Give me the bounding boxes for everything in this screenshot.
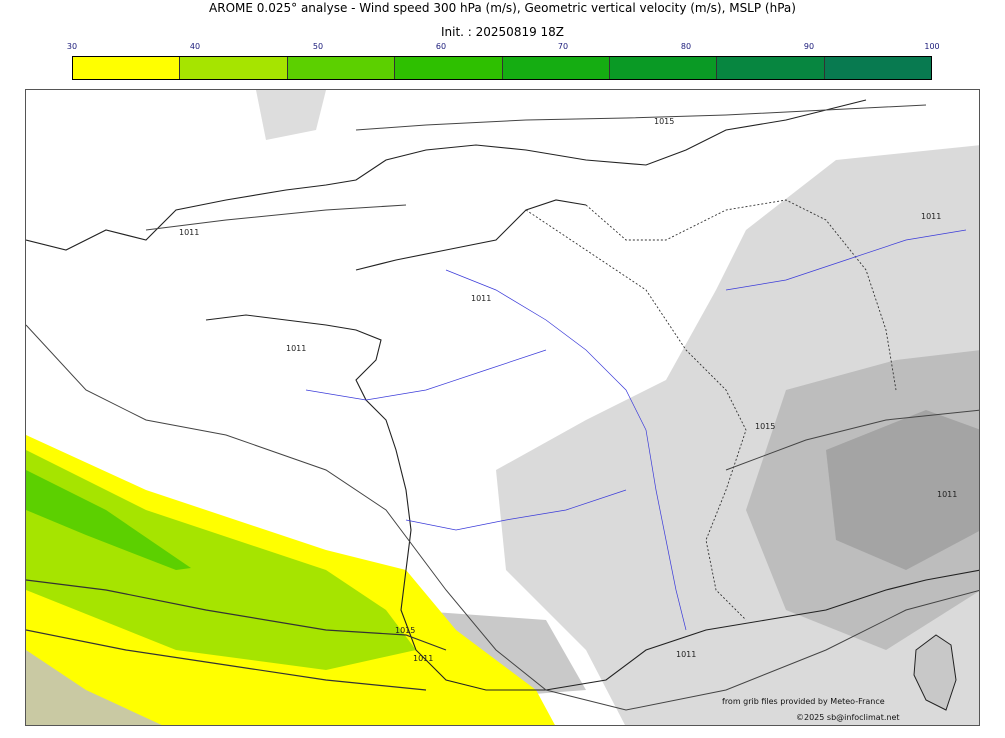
isobar — [355, 104, 927, 131]
river — [645, 429, 687, 631]
coastline — [355, 199, 587, 271]
data-source-credit: from grib files provided by Meteo-France — [722, 697, 885, 706]
colorbar-segment — [717, 57, 825, 79]
river — [305, 349, 547, 401]
colorbar-segment — [824, 57, 931, 79]
colorbar-tick: 30 — [66, 42, 78, 51]
colorbar-tick: 80 — [680, 42, 692, 51]
isobar-label: 1011 — [921, 212, 942, 221]
isobar-label: 1011 — [413, 654, 434, 663]
country-border — [585, 199, 897, 391]
colorbar-tick: 50 — [312, 42, 324, 51]
colorbar-tick: 70 — [557, 42, 569, 51]
isobar-label: 1011 — [471, 294, 492, 303]
colorbar-segment — [180, 57, 288, 79]
isobar-label: 1011 — [676, 650, 697, 659]
isobar — [145, 204, 407, 231]
weather-map: 1015 1011 1011 1011 1011 1015 1011 1015 … — [25, 89, 980, 726]
colorbar-tick: 100 — [924, 42, 940, 51]
isobar-label: 1011 — [179, 228, 200, 237]
isobar-label: 1015 — [755, 422, 776, 431]
colorbar-segment — [287, 57, 396, 79]
init-time: Init. : 20250819 18Z — [440, 25, 565, 39]
corsica — [913, 634, 957, 711]
isobar — [26, 324, 979, 711]
jet-streak-40 — [26, 450, 416, 670]
coastline — [205, 314, 979, 691]
colorbar-segment — [73, 57, 181, 79]
isobar-label: 1015 — [395, 626, 416, 635]
isobar — [26, 579, 447, 651]
colorbar-tick: 40 — [189, 42, 201, 51]
wind-speed-colorbar — [72, 56, 932, 80]
river — [405, 489, 627, 531]
isobar-label: 1011 — [937, 490, 958, 499]
copyright-credit: ©2025 sb@infoclimat.net — [796, 713, 900, 722]
jet-streak-50 — [26, 470, 191, 570]
colorbar-tick: 60 — [435, 42, 447, 51]
river — [725, 229, 967, 291]
colorbar-segment — [502, 57, 610, 79]
isobar-label: 1015 — [654, 117, 675, 126]
isobar — [26, 629, 427, 691]
map-title: AROME 0.025° analyse - Wind speed 300 hP… — [209, 1, 796, 15]
colorbar-segment — [609, 57, 718, 79]
map-canvas — [26, 90, 979, 725]
vertical-velocity-shading — [26, 650, 162, 725]
vertical-velocity-shading — [256, 90, 326, 140]
coastline — [26, 99, 867, 251]
colorbar-segment — [395, 57, 503, 79]
country-border — [525, 209, 747, 621]
colorbar-tick: 90 — [803, 42, 815, 51]
river — [445, 269, 647, 431]
isobar-label: 1011 — [286, 344, 307, 353]
vertical-velocity-shading — [826, 410, 979, 570]
isobar — [725, 409, 979, 471]
